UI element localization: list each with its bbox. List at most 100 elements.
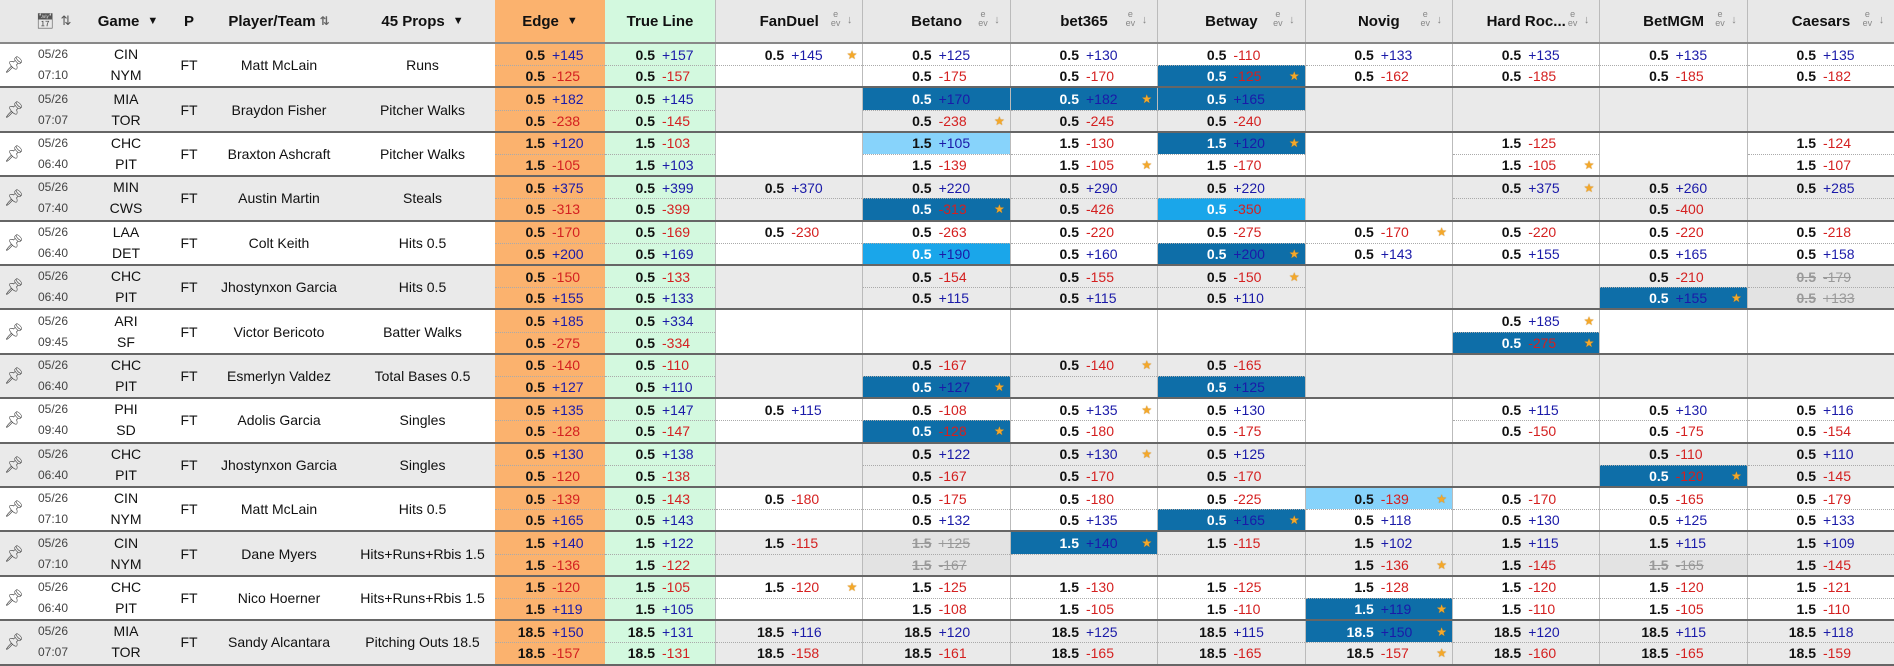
odds-line[interactable]: 18.5 -131 bbox=[605, 642, 715, 663]
odds-line[interactable]: 0.5 -426 bbox=[1010, 198, 1158, 219]
book-odds-cell[interactable]: 0.5 +125 0.5 -170 bbox=[1157, 443, 1305, 486]
odds-line[interactable]: 0.5 -125 ★ bbox=[1158, 65, 1305, 87]
odds-line[interactable]: 0.5 +290 bbox=[1011, 177, 1157, 198]
book-odds-cell[interactable] bbox=[1157, 310, 1305, 353]
book-odds-cell[interactable]: 1.5 -115 bbox=[1157, 532, 1305, 575]
odds-line[interactable]: 0.5 -220 bbox=[1453, 222, 1599, 243]
odds-line[interactable]: 1.5 +120 ★ bbox=[1158, 132, 1305, 154]
book-odds-cell[interactable]: 0.5 -165 0.5 +125 bbox=[1157, 354, 1305, 398]
odds-line[interactable]: 0.5 -238 ★ bbox=[863, 109, 1010, 131]
pin-icon[interactable]: 📌︎ bbox=[3, 456, 25, 474]
odds-line[interactable]: 1.5 -124 bbox=[1748, 133, 1894, 154]
odds-line[interactable]: 1.5 -136 bbox=[495, 553, 605, 575]
odds-line[interactable]: 0.5 +185 ★ bbox=[1453, 310, 1599, 331]
odds-line[interactable]: 0.5 -225 bbox=[1158, 488, 1304, 509]
odds-line[interactable]: 1.5 -105 ★ bbox=[1453, 153, 1600, 175]
odds-line[interactable]: 0.5 -110 bbox=[605, 355, 715, 376]
book-odds-cell[interactable]: 1.5 -121 1.5 -110 bbox=[1746, 576, 1894, 620]
book-odds-cell[interactable]: 18.5 +115 18.5 -165 bbox=[1599, 621, 1747, 664]
odds-line[interactable]: 0.5 -138 bbox=[605, 464, 715, 486]
odds-line[interactable]: 1.5 -120 bbox=[495, 577, 605, 598]
odds-line[interactable]: 1.5 -103 bbox=[605, 133, 715, 154]
book-header-3[interactable]: Betway e ev ↓ bbox=[1157, 0, 1304, 42]
odds-line[interactable]: 0.5 -155 bbox=[1011, 266, 1157, 287]
odds-line[interactable]: 0.5 +165 bbox=[1600, 242, 1747, 264]
odds-line[interactable]: 1.5 -110 bbox=[1747, 597, 1894, 619]
odds-line[interactable]: 0.5 -110 bbox=[1158, 44, 1304, 65]
odds-line[interactable]: 1.5 -120 ★ bbox=[716, 577, 862, 598]
odds-line[interactable]: 1.5 -108 bbox=[863, 597, 1010, 619]
book-odds-cell[interactable]: 1.5 -120 1.5 -110 bbox=[1452, 576, 1600, 620]
odds-line[interactable]: 0.5 +133 bbox=[1747, 509, 1894, 530]
book-odds-cell[interactable]: 0.5 +182 ★ 0.5 -245 bbox=[1009, 88, 1158, 131]
odds-line[interactable]: 0.5 -180 bbox=[1011, 488, 1157, 509]
book-odds-cell[interactable]: 0.5 +290 0.5 -426 bbox=[1009, 177, 1158, 220]
odds-line[interactable]: 0.5 +160 bbox=[1010, 242, 1158, 264]
odds-line[interactable]: 0.5 -139 ★ bbox=[1305, 488, 1452, 510]
pin-icon[interactable]: 📌︎ bbox=[3, 634, 25, 652]
book-odds-cell[interactable]: 0.5 -218 0.5 +158 bbox=[1746, 221, 1894, 264]
odds-line[interactable]: 1.5 +125 bbox=[863, 532, 1010, 554]
book-odds-cell[interactable] bbox=[1599, 354, 1746, 398]
book-odds-cell[interactable]: 1.5 -128 1.5 +119 ★ bbox=[1304, 576, 1452, 620]
odds-line[interactable]: 0.5 -263 bbox=[863, 222, 1009, 243]
book-odds-cell[interactable]: 0.5 +116 0.5 -154 bbox=[1746, 399, 1894, 442]
odds-line[interactable]: 0.5 -170 bbox=[1453, 488, 1599, 509]
book-odds-cell[interactable]: 0.5 -275 0.5 +200 ★ bbox=[1157, 221, 1305, 264]
odds-line[interactable]: 0.5 -220 bbox=[1600, 222, 1746, 243]
book-odds-cell[interactable]: 0.5 -108 0.5 -128 ★ bbox=[862, 399, 1010, 442]
odds-line[interactable]: 0.5 +115 bbox=[716, 399, 862, 420]
book-odds-cell[interactable] bbox=[1599, 132, 1747, 176]
odds-line[interactable]: 0.5 +285 bbox=[1748, 177, 1894, 198]
book-odds-cell[interactable]: 0.5 +135 ★ 0.5 -180 bbox=[1009, 399, 1158, 442]
odds-line[interactable]: 0.5 -175 bbox=[1158, 420, 1305, 441]
pin-icon[interactable]: 📌︎ bbox=[3, 190, 25, 208]
odds-line[interactable]: 0.5 +182 ★ bbox=[1010, 88, 1158, 110]
book-header-6[interactable]: BetMGM e ev ↓ bbox=[1599, 0, 1746, 42]
book-odds-cell[interactable] bbox=[1304, 354, 1452, 398]
odds-line[interactable]: 0.5 +155 bbox=[495, 287, 605, 308]
book-header-7[interactable]: Caesars e ev ↓ bbox=[1746, 0, 1894, 42]
odds-line[interactable]: 18.5 +120 bbox=[1453, 621, 1599, 642]
book-odds-cell[interactable]: 1.5 +105 1.5 -139 bbox=[862, 132, 1010, 176]
odds-line[interactable]: 0.5 +157 bbox=[605, 44, 715, 65]
book-header-0[interactable]: FanDuel e ev ↓ bbox=[715, 0, 862, 42]
odds-line[interactable]: 18.5 -161 bbox=[863, 642, 1010, 663]
odds-line[interactable]: 18.5 +115 bbox=[1158, 621, 1304, 642]
odds-line[interactable]: 1.5 -107 bbox=[1747, 153, 1894, 175]
pin-icon[interactable]: 📌︎ bbox=[3, 101, 25, 119]
odds-line[interactable]: 0.5 -175 bbox=[863, 488, 1009, 509]
odds-line[interactable]: 0.5 +220 bbox=[863, 177, 1009, 198]
book-header-4[interactable]: Novig e ev ↓ bbox=[1304, 0, 1452, 42]
book-odds-cell[interactable]: 18.5 +116 18.5 -158 bbox=[715, 621, 863, 664]
odds-line[interactable]: 0.5 +147 bbox=[605, 399, 715, 420]
book-odds-cell[interactable]: 0.5 -110 0.5 -120 ★ bbox=[1599, 443, 1747, 486]
book-odds-cell[interactable]: 1.5 -115 bbox=[715, 532, 863, 575]
odds-line[interactable]: 0.5 +165 ★ bbox=[1158, 509, 1305, 531]
book-odds-cell[interactable]: 1.5 -130 1.5 -105 ★ bbox=[1009, 132, 1158, 176]
odds-line[interactable]: 1.5 -110 bbox=[1158, 597, 1305, 619]
odds-line[interactable]: 18.5 -165 bbox=[1600, 642, 1747, 663]
book-odds-cell[interactable] bbox=[1599, 88, 1746, 131]
book-header-1[interactable]: Betano e ev ↓ bbox=[862, 0, 1009, 42]
book-odds-cell[interactable]: 0.5 +145 ★ bbox=[715, 44, 863, 87]
pin-icon[interactable]: 📌︎ bbox=[3, 412, 25, 430]
book-odds-cell[interactable]: 0.5 -154 0.5 +115 bbox=[862, 266, 1010, 309]
book-odds-cell[interactable] bbox=[1452, 354, 1599, 398]
odds-line[interactable]: 0.5 -139 bbox=[495, 488, 605, 509]
odds-line[interactable]: 18.5 +116 bbox=[716, 621, 862, 642]
odds-line[interactable]: 0.5 -170 bbox=[1158, 464, 1305, 486]
book-odds-cell[interactable] bbox=[715, 443, 862, 486]
pin-icon[interactable]: 📌︎ bbox=[3, 501, 25, 519]
odds-line[interactable]: 18.5 -157 bbox=[495, 642, 605, 663]
odds-line[interactable]: 0.5 +169 bbox=[605, 242, 715, 264]
book-header-2[interactable]: bet365 e ev ↓ bbox=[1009, 0, 1157, 42]
odds-line[interactable]: 0.5 +155 ★ bbox=[1600, 287, 1747, 309]
odds-line[interactable]: 0.5 -170 ★ bbox=[1306, 222, 1452, 243]
odds-line[interactable]: 0.5 +115 bbox=[1010, 287, 1158, 308]
book-odds-cell[interactable]: 0.5 -225 0.5 +165 ★ bbox=[1157, 488, 1305, 531]
odds-line[interactable]: 0.5 -170 bbox=[1010, 464, 1158, 486]
book-odds-cell[interactable]: 0.5 -170 0.5 +130 bbox=[1452, 488, 1600, 531]
odds-line[interactable]: 0.5 -150 bbox=[495, 266, 605, 287]
book-odds-cell[interactable]: 0.5 -140 ★ bbox=[1009, 354, 1158, 398]
